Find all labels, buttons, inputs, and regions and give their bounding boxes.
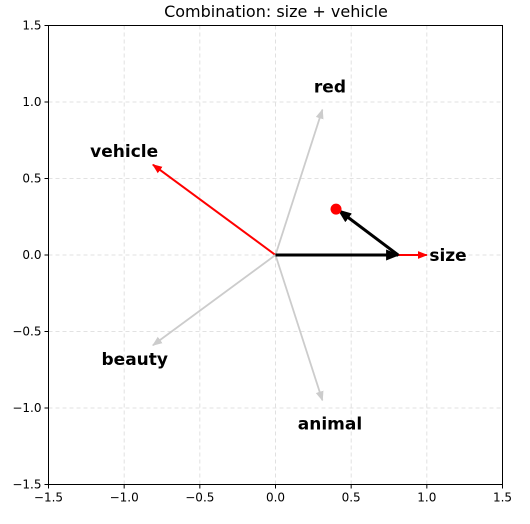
x-tick-label-3: 0.0 xyxy=(266,491,285,505)
vector-label-red: red xyxy=(314,78,346,98)
x-tick-label-6: 1.5 xyxy=(493,491,512,505)
x-tick-label-5: 1.0 xyxy=(417,491,436,505)
vector-beauty xyxy=(152,254,277,346)
y-tick-label-6: 1.5 xyxy=(22,19,41,33)
combination-path xyxy=(275,203,401,261)
vector-vehicle xyxy=(152,163,277,256)
combination-step-1 xyxy=(337,209,399,257)
y-tick-label-3: 0.0 xyxy=(22,248,41,262)
y-tick-label-2: −0.5 xyxy=(12,325,41,339)
base-vectors xyxy=(152,108,428,402)
y-axis: −1.5 −1.0 −0.5 0.0 0.5 1.0 1.5 xyxy=(12,19,49,492)
vector-animal xyxy=(274,254,324,402)
vector-label-vehicle: vehicle xyxy=(90,142,158,162)
y-tick-label-0: −1.5 xyxy=(12,478,41,492)
y-tick-label-1: −1.0 xyxy=(12,401,41,415)
vector-label-animal: animal xyxy=(298,414,362,434)
x-axis: −1.5 −1.0 −0.5 0.0 0.5 1.0 1.5 xyxy=(34,484,512,505)
vector-label-beauty: beauty xyxy=(102,350,168,370)
y-tick-label-4: 0.5 xyxy=(22,172,41,186)
chart-title: Combination: size + vehicle xyxy=(164,2,388,21)
vector-labels: red vehicle size beauty animal xyxy=(90,78,467,435)
x-tick-label-1: −1.0 xyxy=(110,491,139,505)
y-tick-label-5: 1.0 xyxy=(22,95,41,109)
result-point xyxy=(330,203,342,215)
x-tick-label-2: −0.5 xyxy=(185,491,214,505)
x-tick-label-4: 0.5 xyxy=(342,491,361,505)
vector-label-size: size xyxy=(429,246,466,266)
vector-red xyxy=(274,108,324,256)
x-tick-label-0: −1.5 xyxy=(34,491,63,505)
